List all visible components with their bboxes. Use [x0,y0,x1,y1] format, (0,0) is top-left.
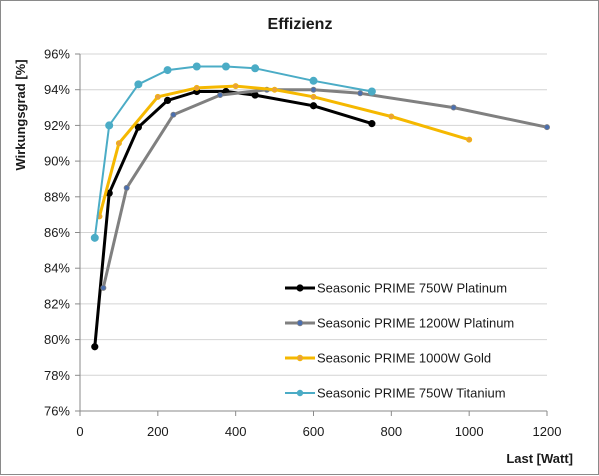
axis-layer: 76% 78% 80% 82% 84% 86% 88% 90% 92% 94% 96% 0 200 400… [44,47,561,440]
y-tick-label: 86% [44,225,70,240]
legend-swatch-marker [296,319,304,327]
data-point [367,87,376,96]
y-axis-label: Wirkungsgrad [%] [13,59,28,170]
data-point [310,93,317,100]
data-point [134,80,143,89]
data-point [251,64,260,73]
data-point [217,92,224,99]
data-point [91,343,99,351]
legend-label: Seasonic PRIME 750W Platinum [317,281,507,296]
y-tick-label: 78% [44,368,70,383]
data-point [90,233,99,242]
data-point [466,136,473,143]
legend-swatch-marker [296,354,304,362]
chart-title: Effizienz [268,16,333,33]
series-1 [91,87,376,351]
y-tick-label: 94% [44,82,70,97]
data-point [357,90,364,97]
legend-label: Seasonic PRIME 1200W Platinum [317,316,514,331]
series-line [101,88,548,289]
data-point [105,121,114,130]
legend-label: Seasonic PRIME 1000W Gold [317,351,491,366]
legend-entry: Seasonic PRIME 750W Titanium [285,386,506,401]
data-point [100,284,107,291]
data-point [450,104,457,111]
legend-entry: Seasonic PRIME 1200W Platinum [285,316,514,331]
data-point [134,123,142,131]
y-tick-label: 96% [44,47,70,62]
y-tick-label: 90% [44,154,70,169]
series-layer [90,62,551,351]
x-tick-label: 400 [225,424,247,439]
legend-label: Seasonic PRIME 750W Titanium [317,386,506,401]
series-4 [90,62,376,242]
data-point [271,86,278,93]
legend: Seasonic PRIME 750W Platinum Seasonic PRI… [285,281,514,401]
series-3 [96,83,473,220]
legend-swatch-marker [296,389,304,397]
x-tick-label: 0 [76,424,83,439]
x-tick-label: 200 [147,424,169,439]
data-point [192,62,201,71]
data-point [310,86,317,93]
series-2 [100,86,551,291]
data-point [193,84,200,91]
x-tick-label: 600 [303,424,325,439]
data-point [221,62,230,71]
data-point [388,113,395,120]
data-point [170,111,177,118]
y-tick-label: 84% [44,261,70,276]
y-tick-label: 88% [44,189,70,204]
data-point [368,120,376,128]
data-point [163,66,172,75]
data-point [123,184,130,191]
legend-entry: Seasonic PRIME 750W Platinum [285,281,507,296]
x-axis-label: Last [Watt] [506,451,573,466]
legend-entry: Seasonic PRIME 1000W Gold [285,351,491,366]
y-tick-label: 82% [44,296,70,311]
data-point [232,83,239,90]
data-point [115,140,122,147]
y-tick-label: 92% [44,118,70,133]
y-tick-label: 80% [44,332,70,347]
data-point [544,124,551,131]
x-tick-label: 1000 [455,424,484,439]
data-point [309,76,318,85]
data-point [154,93,161,100]
y-tick-label: 76% [44,404,70,419]
legend-swatch-marker [296,284,304,292]
data-point [309,102,318,110]
x-tick-label: 1200 [533,424,562,439]
x-tick-label: 800 [380,424,402,439]
data-point [163,96,172,105]
